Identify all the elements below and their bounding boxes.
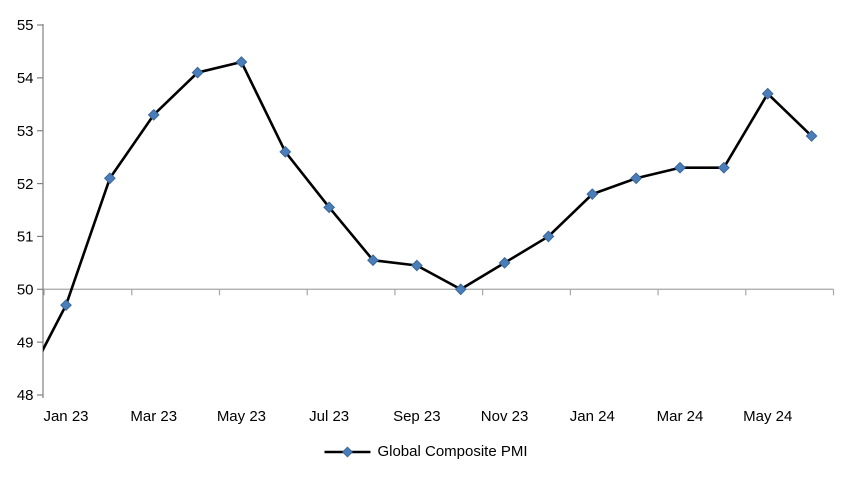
x-axis-label: Nov 23	[481, 408, 529, 425]
y-axis-label: 55	[17, 17, 34, 34]
legend: Global Composite PMI	[324, 443, 528, 460]
data-point-marker	[323, 201, 336, 214]
data-point-marker	[367, 254, 379, 267]
y-axis-label: 49	[17, 334, 34, 351]
y-axis-label: 52	[17, 176, 34, 193]
pmi-series-line	[43, 60, 813, 353]
data-point-marker	[410, 259, 423, 272]
x-axis-label: Mar 24	[657, 408, 704, 425]
x-axis-label: Sep 23	[393, 408, 441, 425]
data-point-marker	[717, 161, 730, 174]
data-point-marker	[630, 172, 643, 185]
x-axis-label: Jan 23	[43, 408, 88, 425]
legend-line-marker-icon	[324, 445, 371, 458]
data-point-marker	[761, 87, 774, 100]
data-point-marker	[586, 188, 599, 201]
x-axis-label: May 24	[743, 408, 792, 425]
data-point-marker	[454, 283, 467, 296]
data-point-marker	[191, 66, 204, 79]
x-axis-label: Mar 23	[130, 408, 177, 425]
x-axis-label: May 23	[217, 408, 266, 425]
data-point-marker	[542, 230, 555, 243]
legend-series-label: Global Composite PMI	[377, 443, 528, 460]
legend-diamond-icon	[341, 445, 353, 458]
y-axis-label: 54	[17, 70, 34, 87]
data-point-marker	[147, 108, 160, 121]
data-point-marker	[279, 145, 292, 158]
data-point-marker	[674, 161, 686, 174]
x-axis-label: Jul 23	[309, 408, 349, 425]
data-point-marker	[103, 172, 116, 185]
x-axis-label: Jan 24	[570, 408, 615, 425]
y-axis-label: 51	[17, 229, 34, 246]
y-axis-label: 48	[17, 387, 34, 404]
y-axis-label: 50	[17, 281, 34, 298]
data-point-marker	[498, 256, 511, 269]
data-point-marker	[235, 56, 248, 68]
data-point-marker	[805, 130, 818, 142]
data-point-marker	[60, 299, 72, 312]
y-axis-label: 53	[17, 123, 34, 140]
series-markers	[60, 56, 818, 312]
